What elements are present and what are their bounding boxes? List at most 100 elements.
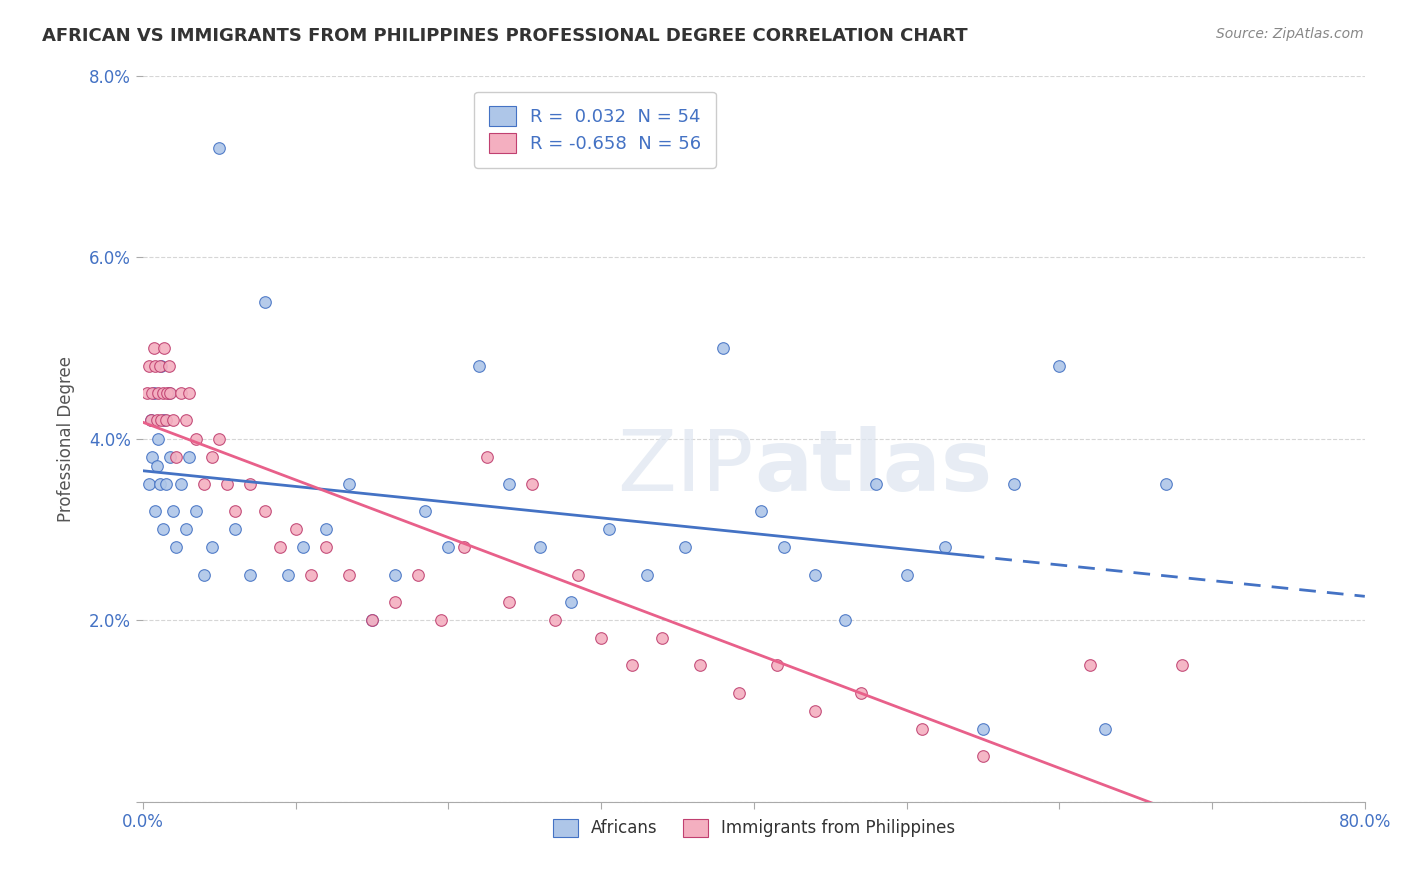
Point xyxy=(157,359,180,373)
Text: AFRICAN VS IMMIGRANTS FROM PHILIPPINES PROFESSIONAL DEGREE CORRELATION CHART: AFRICAN VS IMMIGRANTS FROM PHILIPPINES P… xyxy=(42,27,967,45)
Y-axis label: Professional Degree: Professional Degree xyxy=(58,356,75,522)
Point xyxy=(143,504,166,518)
Point xyxy=(468,359,491,373)
Point xyxy=(149,477,172,491)
Point xyxy=(142,386,165,401)
Point xyxy=(156,386,179,401)
Point xyxy=(186,504,208,518)
Point xyxy=(157,386,180,401)
Point xyxy=(166,541,188,555)
Point xyxy=(146,432,169,446)
Point xyxy=(315,541,337,555)
Point xyxy=(337,567,360,582)
Point xyxy=(254,504,277,518)
Point xyxy=(804,567,827,582)
Point xyxy=(139,413,162,427)
Point xyxy=(138,359,160,373)
Point xyxy=(591,631,613,645)
Point xyxy=(145,413,167,427)
Point xyxy=(239,567,262,582)
Point xyxy=(155,477,177,491)
Point xyxy=(727,686,749,700)
Point xyxy=(254,295,277,310)
Point xyxy=(711,341,734,355)
Point xyxy=(141,386,163,401)
Point xyxy=(765,658,787,673)
Point xyxy=(145,458,167,473)
Point xyxy=(337,477,360,491)
Point xyxy=(804,704,827,718)
Point xyxy=(415,504,437,518)
Point xyxy=(773,541,796,555)
Point xyxy=(208,141,231,155)
Point xyxy=(475,450,498,464)
Point xyxy=(149,359,172,373)
Point xyxy=(972,722,994,736)
Point xyxy=(498,595,520,609)
Point xyxy=(689,658,711,673)
Point xyxy=(277,567,299,582)
Point xyxy=(406,567,429,582)
Point xyxy=(1047,359,1070,373)
Point xyxy=(911,722,934,736)
Point xyxy=(1002,477,1025,491)
Point xyxy=(138,477,160,491)
Point xyxy=(139,413,162,427)
Point xyxy=(201,450,224,464)
Point xyxy=(972,749,994,764)
Point xyxy=(896,567,918,582)
Point xyxy=(299,567,322,582)
Point xyxy=(567,567,589,582)
Text: Source: ZipAtlas.com: Source: ZipAtlas.com xyxy=(1216,27,1364,41)
Point xyxy=(429,613,451,627)
Text: ZIP: ZIP xyxy=(617,426,754,509)
Point xyxy=(361,613,384,627)
Point xyxy=(193,477,215,491)
Point xyxy=(186,432,208,446)
Point xyxy=(142,341,165,355)
Point xyxy=(498,477,520,491)
Point xyxy=(384,595,406,609)
Point xyxy=(849,686,872,700)
Point xyxy=(453,541,475,555)
Point xyxy=(1078,658,1101,673)
Point xyxy=(239,477,262,491)
Point xyxy=(174,413,197,427)
Point xyxy=(834,613,856,627)
Point xyxy=(159,450,181,464)
Legend: Africans, Immigrants from Philippines: Africans, Immigrants from Philippines xyxy=(546,812,962,844)
Text: atlas: atlas xyxy=(754,426,993,509)
Point xyxy=(865,477,887,491)
Point xyxy=(1170,658,1192,673)
Point xyxy=(201,541,224,555)
Point xyxy=(651,631,673,645)
Point xyxy=(152,386,174,401)
Point xyxy=(193,567,215,582)
Point xyxy=(269,541,291,555)
Point xyxy=(152,522,174,536)
Point xyxy=(143,359,166,373)
Point xyxy=(177,386,200,401)
Point xyxy=(598,522,620,536)
Point xyxy=(141,450,163,464)
Point xyxy=(620,658,643,673)
Point xyxy=(170,386,193,401)
Point xyxy=(673,541,696,555)
Point xyxy=(162,413,184,427)
Point xyxy=(150,413,173,427)
Point xyxy=(544,613,567,627)
Point xyxy=(224,522,246,536)
Point xyxy=(215,477,238,491)
Point xyxy=(529,541,551,555)
Point xyxy=(361,613,384,627)
Point xyxy=(136,386,159,401)
Point xyxy=(636,567,658,582)
Point xyxy=(155,413,177,427)
Point xyxy=(751,504,773,518)
Point xyxy=(292,541,315,555)
Point xyxy=(159,386,181,401)
Point xyxy=(146,386,169,401)
Point xyxy=(934,541,956,555)
Point xyxy=(170,477,193,491)
Point xyxy=(153,413,176,427)
